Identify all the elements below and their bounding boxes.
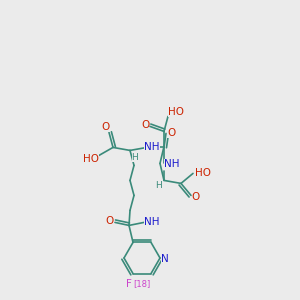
Text: O: O (192, 192, 200, 203)
Text: H: H (154, 181, 161, 190)
Text: NH: NH (144, 142, 160, 152)
Text: HO: HO (83, 154, 99, 164)
Text: NH: NH (144, 218, 160, 227)
Text: HO: HO (168, 107, 184, 117)
Text: O: O (141, 120, 149, 130)
Text: N: N (161, 254, 169, 264)
Text: HO: HO (195, 168, 211, 178)
Text: [18]: [18] (134, 279, 151, 288)
Text: F: F (126, 279, 132, 289)
Text: NH: NH (164, 159, 180, 170)
Text: H: H (132, 153, 138, 162)
Text: O: O (102, 122, 110, 132)
Text: O: O (106, 216, 114, 226)
Text: O: O (167, 128, 175, 138)
